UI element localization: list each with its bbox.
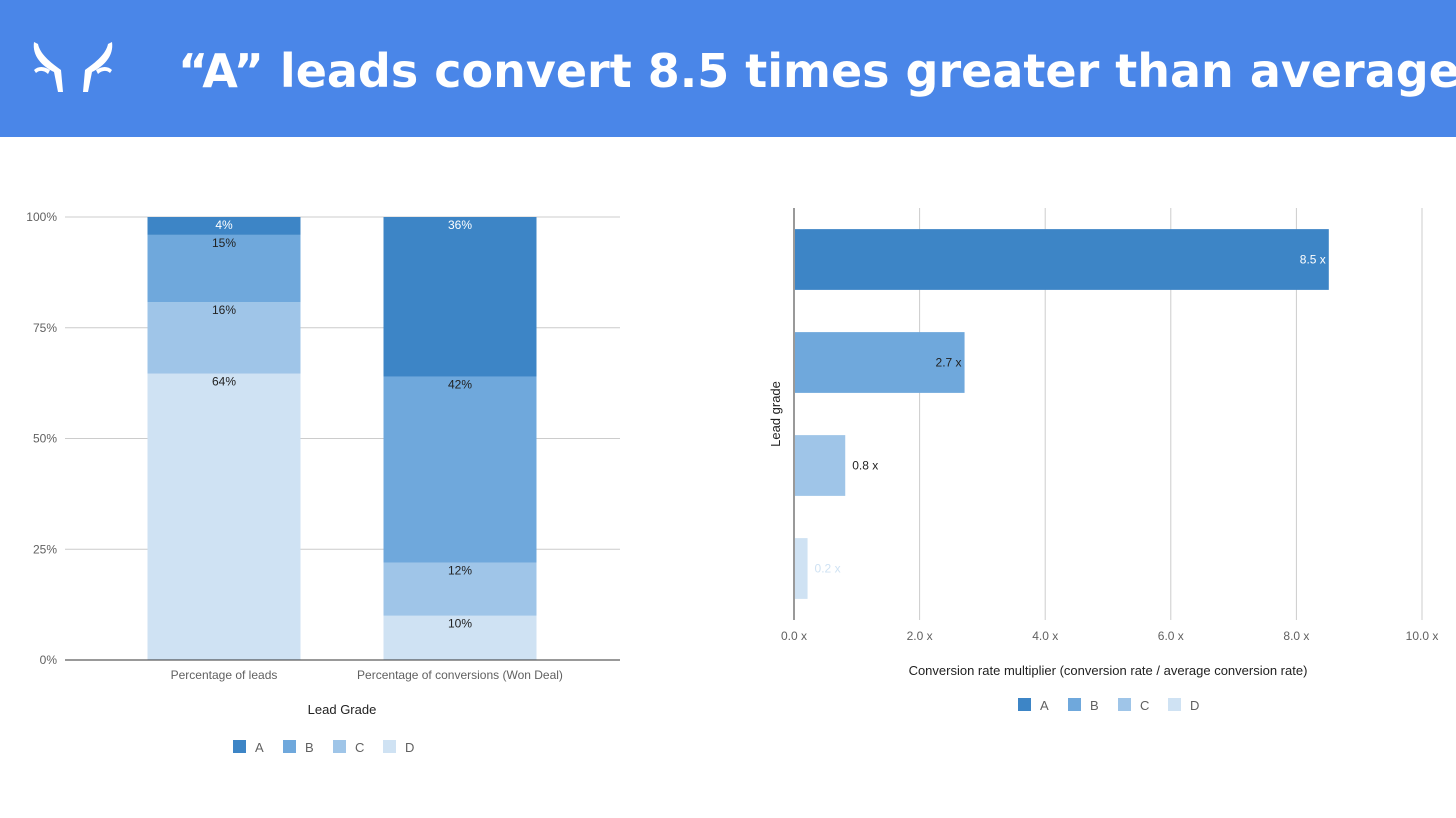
legend-swatch-a — [233, 740, 246, 753]
x-axis-title: Lead Grade — [308, 702, 377, 717]
bar-segment-c — [383, 562, 537, 616]
data-label: 12% — [448, 564, 472, 578]
data-labels: 8.5 x 2.7 x 0.8 x 0.2 x — [815, 253, 1326, 576]
bar-segment-b — [147, 234, 301, 303]
legend-label-a: A — [255, 740, 264, 755]
horizontal-bar-chart: 8.5 x 2.7 x 0.8 x 0.2 x 0.0 x 2.0 x 4.0 x 6.0 … — [768, 208, 1438, 713]
x-tick-labels: 0.0 x 2.0 x 4.0 x 6.0 x 8.0 x 10.0 x — [781, 629, 1438, 643]
x-tick-label: Percentage of leads — [171, 668, 278, 682]
bar-segments — [147, 217, 537, 660]
legend-swatch-b — [1068, 698, 1081, 711]
bar-segment-c — [147, 302, 301, 374]
bars — [795, 229, 1329, 599]
bar-segment-a — [383, 217, 537, 377]
bar-a — [795, 229, 1329, 290]
bar-segment-d — [383, 615, 537, 660]
x-tick-label: 2.0 x — [907, 629, 933, 643]
y-tick-label: 50% — [33, 432, 57, 446]
y-tick-label: 0% — [40, 653, 58, 667]
data-labels: 64% 16% 15% 4% 10% 12% 42% 36% — [212, 218, 472, 631]
data-label: 4% — [215, 218, 233, 232]
legend-label-c: C — [355, 740, 364, 755]
slide-header: “A” leads convert 8.5 times greater than… — [0, 0, 1456, 137]
data-label: 36% — [448, 218, 472, 232]
data-label: 16% — [212, 303, 236, 317]
bar-segment-b — [383, 376, 537, 563]
y-tick-label: 25% — [33, 542, 57, 556]
data-label: 42% — [448, 377, 472, 391]
legend-swatch-d — [383, 740, 396, 753]
data-label: 0.8 x — [852, 459, 878, 473]
y-tick-labels: 0% 25% 50% 75% 100% — [26, 210, 57, 667]
data-label: 64% — [212, 375, 236, 389]
slide-title: “A” leads convert 8.5 times greater than… — [178, 44, 1456, 98]
x-tick-labels: Percentage of leads Percentage of convers… — [171, 668, 563, 682]
legend-swatch-c — [1118, 698, 1131, 711]
legend-label-d: D — [1190, 698, 1199, 713]
data-label: 0.2 x — [815, 562, 841, 576]
data-label: 2.7 x — [936, 356, 962, 370]
legend-label-d: D — [405, 740, 414, 755]
data-label: 15% — [212, 236, 236, 250]
legend: A B C D — [233, 740, 414, 755]
data-label: 8.5 x — [1300, 253, 1326, 267]
y-tick-label: 75% — [33, 321, 57, 335]
legend-swatch-a — [1018, 698, 1031, 711]
bar-segment-a — [147, 217, 301, 235]
x-tick-label: 6.0 x — [1158, 629, 1184, 643]
x-tick-label: Percentage of conversions (Won Deal) — [357, 668, 563, 682]
legend: A B C D — [1018, 698, 1199, 713]
y-tick-label: 100% — [26, 210, 57, 224]
legend-label-c: C — [1140, 698, 1149, 713]
legend-swatch-d — [1168, 698, 1181, 711]
bar-d — [795, 538, 808, 599]
stacked-bar-chart: 0%25%50%75%100% 64%16%15%4%10%12%42%36% … — [26, 210, 620, 755]
legend-label-a: A — [1040, 698, 1049, 713]
x-tick-label: 0.0 x — [781, 629, 807, 643]
x-axis-title: Conversion rate multiplier (conversion r… — [909, 663, 1308, 678]
bar-b — [795, 332, 965, 393]
bar-c — [795, 435, 846, 496]
legend-swatch-b — [283, 740, 296, 753]
legend-label-b: B — [1090, 698, 1099, 713]
bar-segment-d — [147, 373, 301, 660]
x-tick-label: 8.0 x — [1283, 629, 1309, 643]
data-label: 10% — [448, 617, 472, 631]
y-axis-title: Lead grade — [768, 381, 783, 447]
legend-swatch-c — [333, 740, 346, 753]
x-tick-label: 4.0 x — [1032, 629, 1058, 643]
x-tick-label: 10.0 x — [1406, 629, 1439, 643]
legend-label-b: B — [305, 740, 314, 755]
antler-logo-icon — [33, 42, 113, 92]
